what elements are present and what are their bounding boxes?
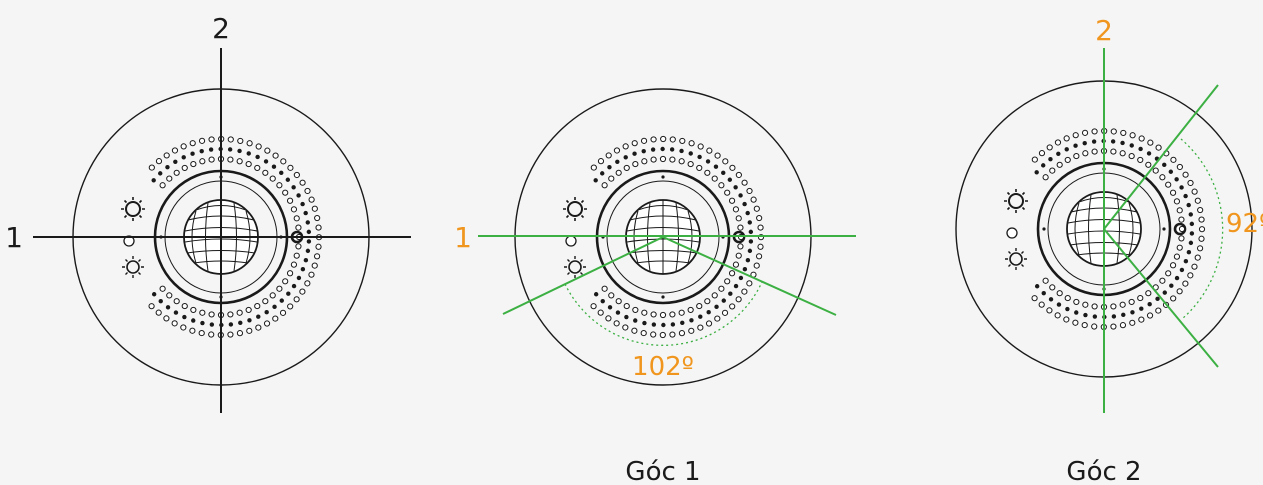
angle-2-panel: 2 92º Góc 2 — [954, 14, 1263, 485]
angle-1-panel: 1 102º Góc 1 — [454, 87, 856, 485]
angle-2-arc — [1180, 138, 1224, 320]
angle-1-arc — [564, 281, 763, 346]
axis-2-label: 2 — [1095, 14, 1113, 47]
angle-2-ray-bottom — [1103, 228, 1219, 368]
angle-2-value: 92º — [1226, 209, 1263, 239]
axis-1-label: 1 — [5, 221, 23, 254]
axis-2-label: 2 — [212, 12, 230, 45]
angle-1-caption: Góc 1 — [625, 457, 700, 485]
angle-2-caption: Góc 2 — [1066, 457, 1141, 485]
angle-2-ray-top — [1103, 84, 1219, 230]
angle-1-ray-right — [662, 236, 837, 316]
reference-panel: 1 2 — [5, 12, 411, 413]
angle-1-value: 102º — [632, 352, 694, 382]
angle-1-ray-left — [502, 236, 664, 315]
axis-1-label: 1 — [454, 221, 472, 254]
